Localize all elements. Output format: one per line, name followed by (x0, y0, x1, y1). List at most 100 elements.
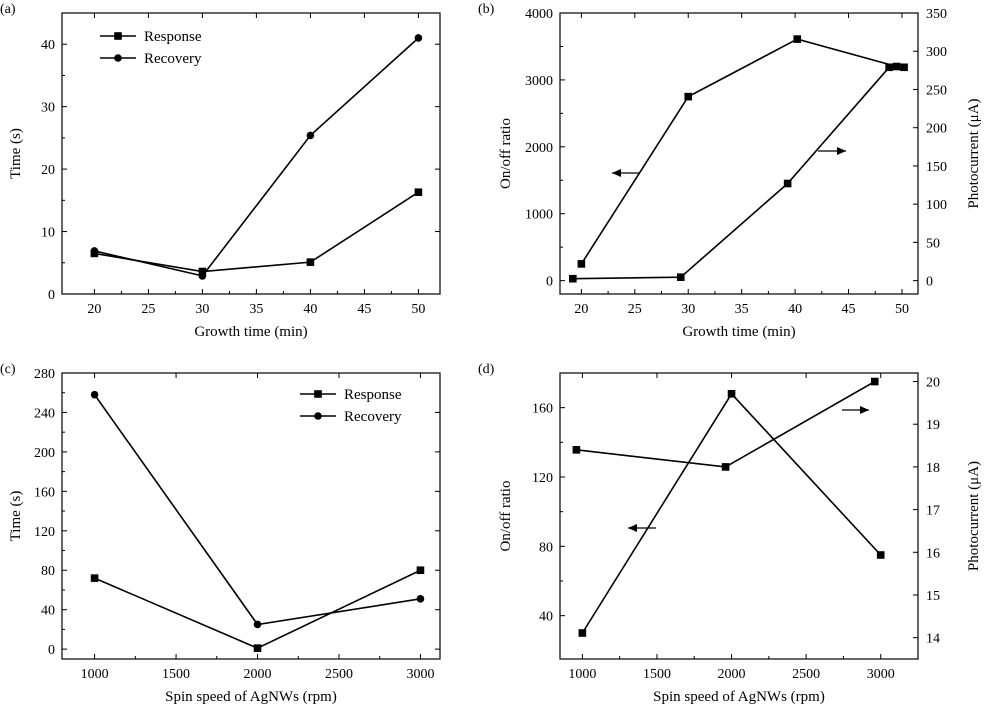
y-tick-label: 40 (41, 38, 55, 53)
series-line-1 (94, 569, 421, 650)
y-tick-label: 3000 (525, 74, 553, 89)
y2-tick-label: 200 (926, 122, 947, 137)
y2-tick-label: 14 (926, 632, 940, 647)
data-point-square (253, 644, 262, 652)
y-tick-label: 0 (48, 288, 55, 303)
data-point-square (900, 63, 908, 72)
y2-tick-label: 250 (926, 83, 947, 98)
data-point-square (114, 32, 122, 40)
x-axis-label: Spin speed of AgNWs (rpm) (165, 689, 337, 704)
chart-panel-2: 20 25 30 35 40 45 50 0 1000 2000 3000 4000 0 50 100 150… (478, 2, 982, 340)
data-point-square (572, 446, 581, 454)
x-tick-label: 25 (141, 302, 155, 317)
y2-tick-label: 20 (926, 376, 940, 391)
y-tick-label: 4000 (525, 7, 553, 22)
y-tick-label: 1000 (525, 208, 553, 223)
y-axis-label: On/off ratio (498, 481, 514, 552)
x-tick-label: 40 (788, 302, 802, 317)
data-point-square (198, 267, 207, 276)
arrow-head (860, 406, 869, 414)
data-point-square (876, 551, 885, 559)
plot-frame (559, 12, 919, 295)
x-tick-label: 1000 (81, 667, 109, 682)
plot-frame (61, 372, 441, 660)
y2-tick-label: 17 (926, 504, 940, 519)
data-point-circle (90, 390, 99, 399)
x-tick-label: 1500 (162, 667, 190, 682)
legend: Response Recovery (300, 387, 402, 425)
panel-label: (c) (0, 362, 16, 377)
y2-tick-label: 18 (926, 461, 940, 476)
y2-tick-label: 300 (926, 45, 947, 60)
data-point-square (414, 188, 423, 197)
x-axis-label: Growth time (min) (194, 324, 307, 340)
data-point-circle (114, 54, 122, 62)
data-point-square (676, 273, 685, 281)
y-tick-label: 120 (34, 525, 55, 540)
x-tick-label: 45 (357, 302, 371, 317)
y2-tick-label: 16 (926, 546, 940, 561)
legend: Response Recovery (100, 29, 202, 67)
x-tick-label: 25 (628, 302, 642, 317)
data-point-circle (314, 412, 322, 420)
series-line-1 (94, 191, 419, 273)
y2-tick-label: 19 (926, 418, 940, 433)
x-axis-label: Spin speed of AgNWs (rpm) (653, 689, 825, 704)
chart-panel-4: 1000 1500 2000 2500 3000 40 80 120 160 14 15 16 17 18… (478, 362, 982, 704)
series-line-2 (93, 394, 421, 626)
data-point-square (885, 63, 893, 72)
series-line-1 (581, 392, 882, 634)
y2-tick-label: 150 (926, 160, 947, 175)
y-tick-label: 10 (41, 226, 55, 241)
series-line-2 (576, 380, 876, 468)
data-point-square (306, 258, 315, 266)
y-tick-label: 2000 (525, 141, 553, 156)
data-point-square (314, 390, 322, 398)
y2-tick-label: 50 (926, 236, 940, 251)
x-tick-label: 30 (195, 302, 209, 317)
y2-tick-label: 350 (926, 7, 947, 22)
series-line-1 (580, 38, 897, 265)
plot-frame (61, 12, 441, 295)
data-point-circle (90, 247, 99, 255)
arrow-head (612, 169, 621, 177)
arrow-head (837, 147, 846, 155)
x-tick-label: 3000 (406, 667, 434, 682)
x-tick-label: 1500 (643, 667, 671, 682)
x-tick-label: 50 (895, 302, 909, 317)
y2-tick-label: 15 (926, 589, 940, 604)
arrow-head (628, 524, 637, 532)
legend-entry: Recovery (344, 409, 402, 425)
plot-frame (559, 372, 919, 660)
y-tick-label: 80 (539, 540, 553, 555)
y-tick-label: 200 (34, 446, 55, 461)
y-axis-label: Time (s) (8, 128, 24, 179)
x-tick-label: 30 (681, 302, 695, 317)
x-tick-label: 3000 (867, 667, 895, 682)
y-tick-label: 40 (41, 604, 55, 619)
x-tick-label: 20 (87, 302, 101, 317)
data-point-circle (253, 620, 262, 629)
legend-entry: Recovery (144, 51, 202, 67)
series-line-2 (94, 37, 419, 277)
y-tick-label: 160 (532, 402, 553, 417)
panel-label: (a) (0, 2, 16, 17)
data-point-square (684, 92, 693, 101)
chart-panel-3: 1000 1500 2000 2500 3000 0 40 80 120 160 200 240 280… (0, 362, 441, 704)
x-tick-label: 20 (574, 302, 588, 317)
y-axis-label: Time (s) (8, 491, 24, 542)
y2-tick-label: 0 (926, 275, 933, 290)
y2-tick-label: 100 (926, 198, 947, 213)
y-tick-label: 40 (539, 610, 553, 625)
y-tick-label: 120 (532, 471, 553, 486)
data-point-circle (198, 272, 207, 280)
panel-label: (d) (478, 362, 495, 377)
x-tick-label: 2000 (244, 667, 272, 682)
y2-axis-label: Photocurrent (μA) (966, 98, 982, 208)
y-axis-label: On/off ratio (498, 118, 514, 189)
data-point-circle (306, 131, 315, 140)
data-point-square (727, 390, 736, 398)
y2-axis-label: Photocurrent (μA) (966, 461, 982, 571)
data-point-circle (414, 34, 423, 42)
x-tick-label: 35 (735, 302, 749, 317)
